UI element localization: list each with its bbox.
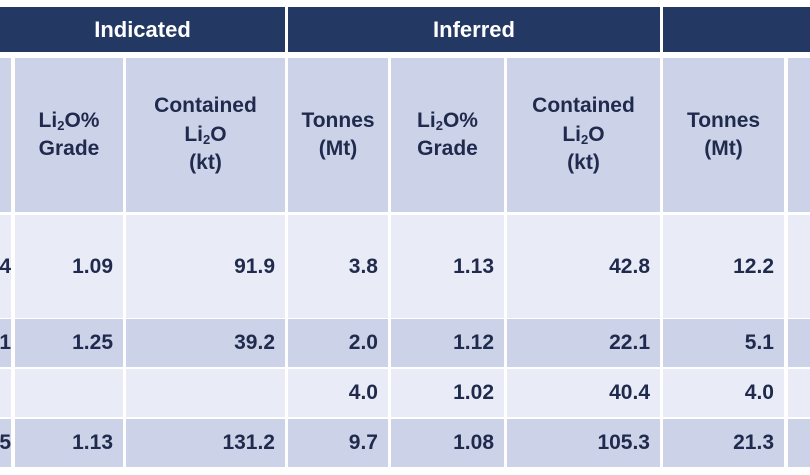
cell-inferred-grade: 1.12	[391, 319, 504, 367]
cell-cut-off	[788, 319, 810, 367]
subheader-total-tonnes: Tonnes (Mt)	[663, 58, 784, 212]
subheader-partial	[0, 58, 11, 212]
cell-inferred-tonnes: 2.0	[288, 319, 388, 367]
cell-indicated-contained: 91.9	[126, 215, 285, 318]
cell-total-tonnes: 21.3	[663, 419, 784, 467]
contained-sub: 2	[203, 131, 211, 147]
group-header-total	[663, 7, 810, 52]
subheader-indicated-grade-line2: Grade	[38, 137, 100, 160]
group-header-inferred: Inferred	[288, 7, 660, 52]
group-header-inferred-label: Inferred	[433, 16, 515, 42]
cell-total-tonnes: 12.2	[663, 215, 784, 318]
cell-partial: 1	[0, 319, 11, 367]
inf-grade-sub: 2	[435, 117, 443, 133]
contained-line2: Li2O	[154, 121, 257, 149]
cell-indicated-grade: 1.09	[15, 215, 123, 318]
inferred-grade-line2: Grade	[417, 137, 478, 160]
cell-inferred-contained: 42.8	[507, 215, 660, 318]
inferred-grade-line1: Li2O%	[417, 107, 478, 135]
inf-contained-o: O	[588, 122, 605, 146]
contained-line3: (kt)	[189, 151, 222, 175]
contained-line1: Contained	[154, 94, 257, 118]
cell-inferred-grade: 1.08	[391, 419, 504, 467]
cell-inferred-tonnes: 4.0	[288, 369, 388, 417]
grade-sub: 2	[57, 117, 65, 133]
tonnes-line2: (Mt)	[318, 137, 358, 160]
cell-inferred-grade: 1.13	[391, 215, 504, 318]
group-header-indicated-label: Indicated	[94, 16, 191, 42]
subheader-cut-off	[788, 58, 810, 212]
cell-total-tonnes: 4.0	[663, 369, 784, 417]
tonnes-line1: Tonnes	[301, 108, 375, 132]
cell-inferred-grade: 1.02	[391, 369, 504, 417]
cell-total-tonnes: 5.1	[663, 319, 784, 367]
contained-li: Li	[184, 122, 204, 146]
cell-inferred-contained: 105.3	[507, 419, 660, 467]
total-tonnes-line2: (Mt)	[704, 137, 743, 160]
inf-contained-line1: Contained	[532, 94, 635, 118]
inf-contained-li: Li	[562, 122, 582, 146]
cell-inferred-tonnes: 9.7	[288, 419, 388, 467]
cell-cut-off	[788, 369, 810, 417]
cell-indicated-grade: 1.25	[15, 319, 123, 367]
total-tonnes-line1: Tonnes	[686, 108, 761, 132]
subheader-inferred-grade: Li2O% Grade	[391, 58, 504, 212]
subheader-indicated-grade-line1: Li2O%	[39, 107, 100, 135]
contained-o: O	[210, 122, 227, 146]
cell-partial: 5	[0, 419, 11, 467]
cell-indicated-contained: 131.2	[126, 419, 285, 467]
subheader-inferred-tonnes: Tonnes (Mt)	[288, 58, 388, 212]
cell-indicated-grade	[15, 369, 123, 417]
inf-contained-line2: Li2O	[532, 121, 635, 149]
inf-grade-li: Li	[417, 108, 436, 132]
subheader-indicated-contained: Contained Li2O (kt)	[126, 58, 285, 212]
group-header-indicated: Indicated	[0, 7, 285, 52]
cell-indicated-grade: 1.13	[15, 419, 123, 467]
inf-grade-opct: O%	[442, 108, 478, 132]
subheader-indicated-grade: Li2O% Grade	[15, 58, 123, 212]
inf-contained-sub: 2	[581, 131, 589, 147]
inf-contained-line3: (kt)	[567, 151, 600, 175]
cell-indicated-contained	[126, 369, 285, 417]
grade-opct: O%	[64, 108, 100, 132]
grade-li: Li	[38, 108, 58, 132]
cell-partial	[0, 369, 11, 417]
cell-inferred-tonnes: 3.8	[288, 215, 388, 318]
subheader-inferred-contained: Contained Li2O (kt)	[507, 58, 660, 212]
cell-partial: 4	[0, 215, 11, 318]
cell-cut-off	[788, 215, 810, 318]
cell-inferred-contained: 40.4	[507, 369, 660, 417]
cell-inferred-contained: 22.1	[507, 319, 660, 367]
cell-cut-off	[788, 419, 810, 467]
cell-indicated-contained: 39.2	[126, 319, 285, 367]
